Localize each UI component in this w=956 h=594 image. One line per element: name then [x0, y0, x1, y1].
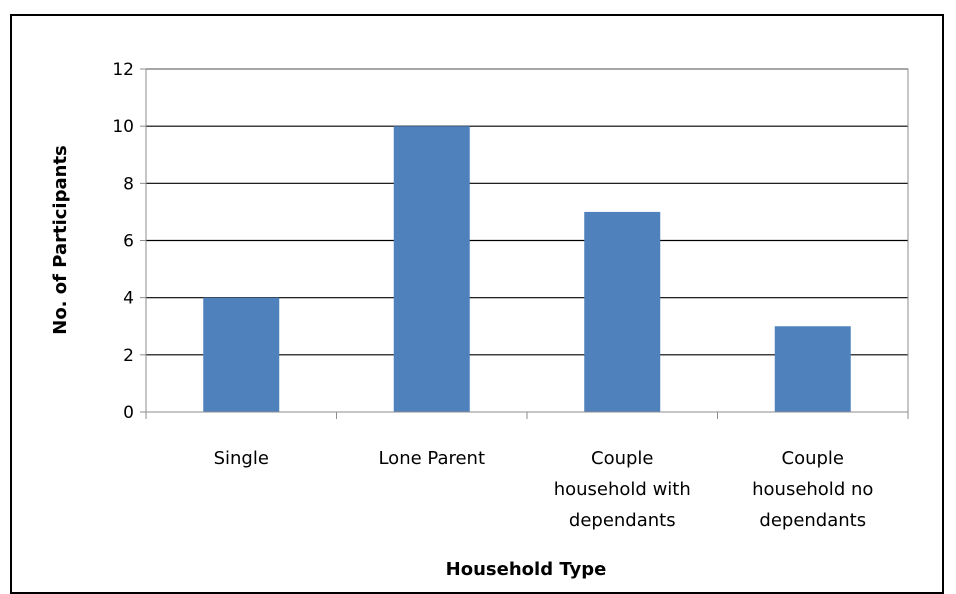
y-tick-label: 10 — [112, 117, 134, 137]
y-tick-labels: 0 2 4 6 8 10 12 — [112, 60, 134, 423]
x-category-label: Lone Parent — [378, 448, 485, 469]
bars — [203, 126, 851, 413]
x-category-label: Couple household with dependants — [554, 448, 691, 531]
y-tick-label: 0 — [123, 403, 134, 423]
bar — [584, 211, 661, 412]
y-axis-title: No. of Participants — [50, 145, 71, 335]
bar — [393, 126, 470, 413]
y-tick-label: 6 — [123, 232, 134, 252]
x-category-label: Couple household no dependants — [752, 448, 873, 531]
bar — [774, 326, 851, 412]
y-tick-label: 2 — [123, 346, 134, 366]
x-category-label: Single — [214, 448, 269, 469]
y-tick-label: 12 — [112, 60, 134, 80]
y-tick-label: 8 — [123, 174, 134, 194]
axes — [140, 68, 909, 419]
x-axis-title: Household Type — [446, 559, 607, 580]
bar — [203, 297, 280, 412]
x-category-labels: Single Lone Parent Couple household with dep… — [214, 448, 874, 531]
y-tick-label: 4 — [123, 289, 134, 309]
